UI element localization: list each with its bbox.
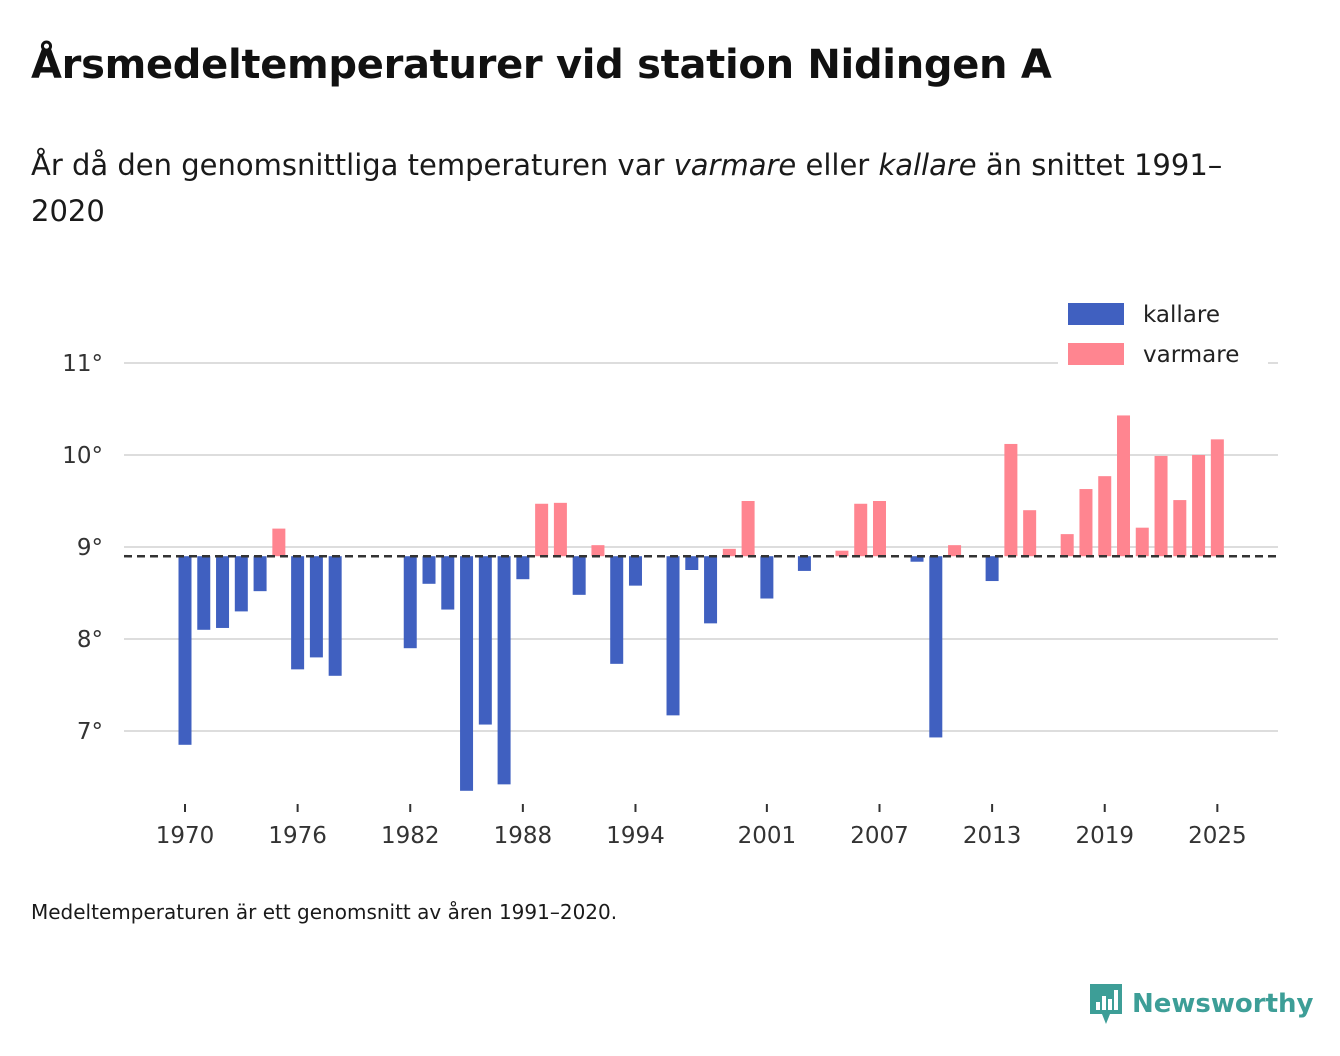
bar-1976 — [291, 556, 305, 670]
bar-2020 — [1117, 415, 1130, 557]
footnote: Medeltemperaturen är ett genomsnitt av å… — [31, 900, 618, 924]
bar-1989 — [535, 503, 549, 557]
gridlines — [124, 362, 1278, 732]
y-tick-label: 8° — [77, 627, 103, 653]
subtitle-text-3: än snittet 1991–2020 — [31, 148, 1223, 228]
newsworthy-logo-icon — [1090, 984, 1122, 1024]
subtitle-emphasis-warmer: varmare — [673, 148, 797, 182]
bar-1971 — [197, 556, 211, 630]
x-tick-label: 1970 — [156, 823, 215, 849]
x-tick-label: 2013 — [963, 823, 1022, 849]
bar-1974 — [253, 556, 267, 592]
bar-1982 — [403, 556, 417, 649]
bar-2006 — [854, 503, 868, 557]
x-tick-label: 2007 — [850, 823, 909, 849]
y-tick-label: 9° — [77, 535, 103, 561]
x-tick-label: 1988 — [494, 823, 553, 849]
bar-2007 — [872, 501, 886, 557]
y-axis-ticks: 7° 8° 9° 10° 11° — [62, 351, 103, 745]
x-tick-label: 2001 — [738, 823, 797, 849]
y-tick-label: 7° — [77, 719, 103, 745]
y-tick-label: 11° — [62, 351, 103, 377]
legend-label-colder: kallare — [1143, 302, 1220, 328]
bar-1977 — [309, 556, 323, 658]
subtitle-text-1: År då den genomsnittliga temperaturen va… — [31, 148, 674, 182]
bar-1996 — [666, 556, 680, 716]
legend-label-warmer: varmare — [1143, 342, 1239, 368]
bar-2001 — [760, 556, 774, 599]
bar-1992 — [591, 545, 605, 557]
bar-2009 — [910, 556, 924, 562]
chart-title: Årsmedeltemperaturer vid station Nidinge… — [31, 42, 1052, 88]
bar-2017 — [1060, 534, 1074, 557]
bar-1987 — [497, 556, 511, 785]
bar-2003 — [797, 556, 811, 571]
x-tick-label: 2025 — [1188, 823, 1247, 849]
bar-chart: 7° 8° 9° 10° 11° 1970 1976 1982 1988 1994 2001 200… — [62, 295, 1278, 849]
bar-2013 — [985, 556, 999, 582]
brand-name: Newsworthy — [1132, 989, 1314, 1019]
bar-2023 — [1173, 500, 1187, 557]
subtitle-emphasis-colder: kallare — [878, 148, 977, 182]
bar-1978 — [328, 556, 342, 676]
bar-2011 — [948, 545, 962, 557]
brand-logo: Newsworthy — [1088, 982, 1313, 1026]
bar-1999 — [722, 548, 736, 557]
legend-swatch-warmer — [1068, 343, 1124, 365]
x-tick-label: 2019 — [1075, 823, 1134, 849]
x-tick-label: 1982 — [381, 823, 440, 849]
x-tick-label: 1994 — [606, 823, 665, 849]
bar-2000 — [741, 501, 755, 557]
x-tick-label: 1976 — [268, 823, 327, 849]
chart-subtitle: År då den genomsnittliga temperaturen va… — [31, 142, 1231, 234]
bar-1990 — [553, 502, 567, 557]
bar-1984 — [441, 556, 455, 610]
legend: kallare varmare — [1058, 295, 1268, 375]
bar-1970 — [178, 556, 192, 745]
legend-swatch-colder — [1068, 303, 1124, 325]
bars — [178, 415, 1224, 791]
subtitle-text-2: eller — [796, 148, 879, 182]
bar-2014 — [1004, 443, 1018, 557]
bar-1993 — [610, 556, 624, 664]
bar-1991 — [572, 556, 586, 595]
bar-1975 — [272, 528, 286, 557]
bar-2025 — [1210, 439, 1224, 557]
bar-1973 — [234, 556, 248, 612]
bar-2022 — [1154, 455, 1168, 557]
bar-2015 — [1023, 510, 1037, 557]
bar-1972 — [216, 556, 230, 628]
bar-2021 — [1135, 527, 1149, 557]
x-axis-ticks: 1970 1976 1982 1988 1994 2001 2007 2013 2019 2025 — [156, 804, 1247, 849]
bar-2005 — [835, 550, 849, 557]
bar-2010 — [929, 556, 943, 738]
bar-2019 — [1098, 476, 1112, 557]
bar-1994 — [628, 556, 642, 586]
bar-1985 — [460, 556, 474, 791]
bar-1983 — [422, 556, 436, 584]
y-tick-label: 10° — [62, 443, 103, 469]
bar-2018 — [1079, 489, 1093, 557]
bar-2024 — [1192, 455, 1206, 557]
bar-1988 — [516, 556, 530, 580]
bar-1986 — [478, 556, 492, 725]
bar-1998 — [704, 556, 718, 624]
bar-1997 — [685, 556, 699, 570]
